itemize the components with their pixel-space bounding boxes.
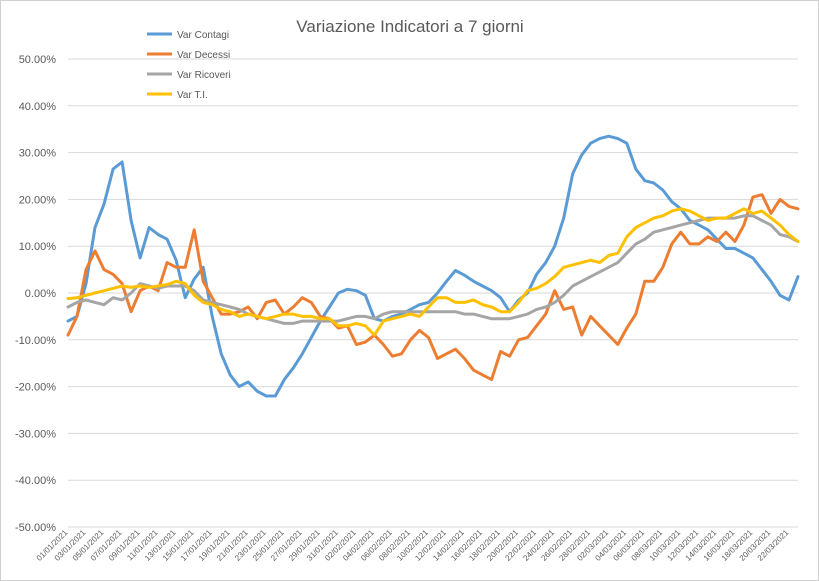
y-tick-label: -50.00% bbox=[15, 522, 56, 534]
gridlines bbox=[68, 58, 798, 528]
y-tick-label: -30.00% bbox=[15, 428, 56, 440]
x-axis-tick-labels: 01/01/202103/01/202105/01/202107/01/2021… bbox=[35, 528, 791, 563]
series-lines bbox=[66, 134, 800, 398]
y-tick-label: 20.00% bbox=[19, 194, 57, 206]
y-tick-label: -10.00% bbox=[15, 335, 56, 347]
series-line-var-t-i- bbox=[66, 207, 800, 337]
y-tick-label: 30.00% bbox=[19, 148, 57, 160]
y-tick-label: 40.00% bbox=[19, 101, 57, 113]
y-axis-tick-labels: 50.00% 40.00% 30.00% 20.00% 10.00% 0.00% -10.0… bbox=[15, 54, 56, 534]
y-tick-label: 50.00% bbox=[19, 54, 57, 66]
y-tick-label: 10.00% bbox=[19, 241, 57, 253]
y-tick-label: -40.00% bbox=[15, 475, 56, 487]
legend-label: Var Decessi bbox=[177, 50, 230, 61]
y-tick-label: 0.00% bbox=[25, 288, 56, 300]
legend-label: Var T.I. bbox=[177, 90, 208, 101]
legend: Var Contagi Var Decessi Var Ricoveri Var T.… bbox=[147, 30, 231, 101]
chart-title: Variazione Indicatori a 7 giorni bbox=[296, 17, 523, 36]
y-tick-label: -20.00% bbox=[15, 382, 56, 394]
series-line-var-decessi bbox=[66, 193, 800, 382]
legend-label: Var Contagi bbox=[177, 30, 229, 41]
legend-label: Var Ricoveri bbox=[177, 70, 231, 81]
